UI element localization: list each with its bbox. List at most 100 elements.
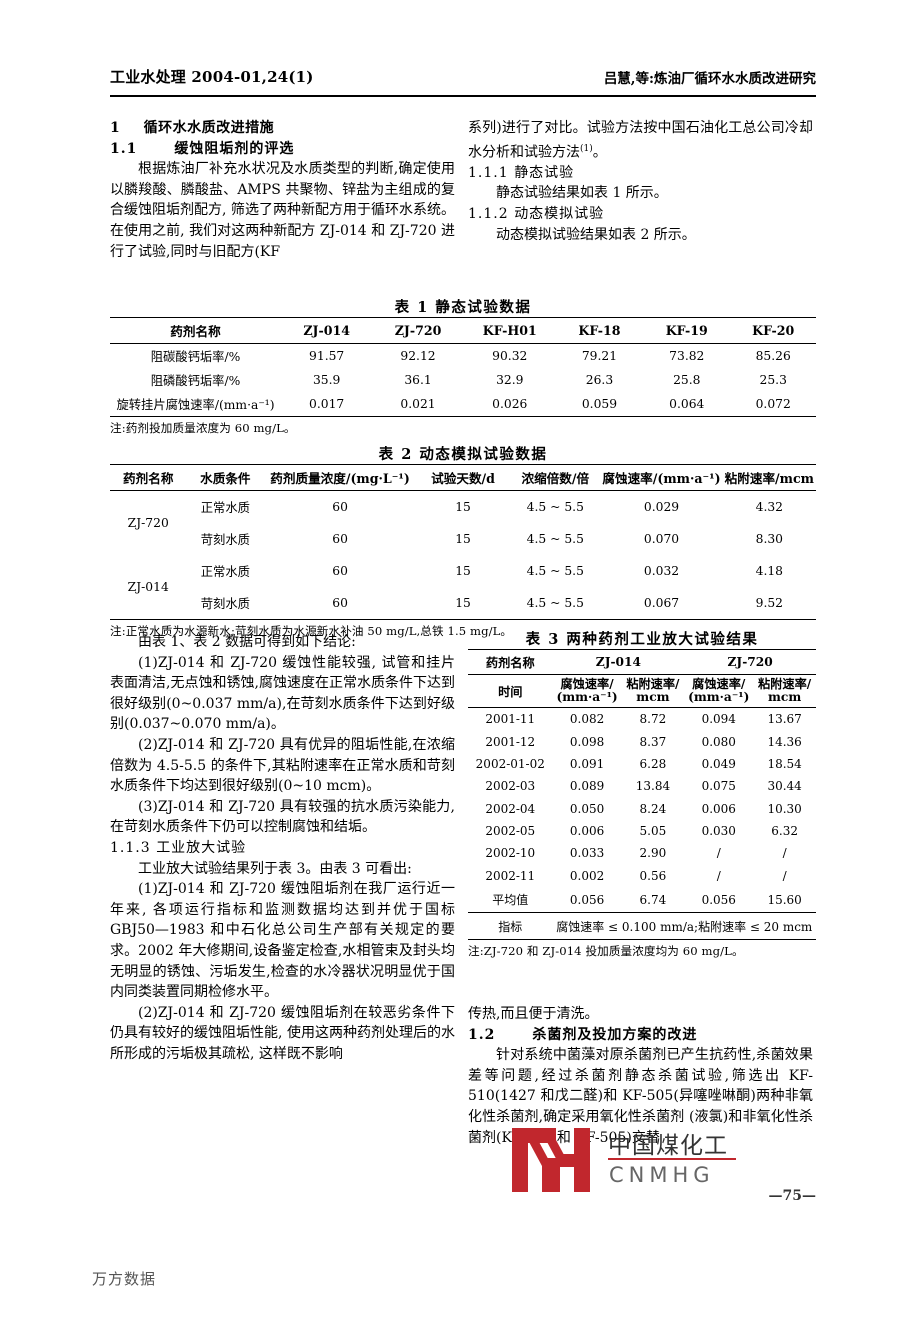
table-3-c1-5: 0.006 (569, 824, 605, 839)
table-row: 阻磷酸钙垢率/% 35.9 36.1 32.9 26.3 25.8 25.3 (110, 368, 816, 392)
table-2-col-1: 水质条件 (200, 471, 251, 486)
table-3-c1-8: 0.056 (569, 892, 605, 907)
table-3-head-label: 药剂名称 (468, 649, 553, 675)
table-3-a2-4: 10.30 (767, 801, 802, 816)
table-row: 旋转挂片腐蚀速率/(mm·a⁻¹) 0.017 0.021 0.026 0.05… (110, 392, 816, 417)
section-1-1-2-heading: 1.1.2 动态模拟试验 (468, 204, 813, 225)
table-2-adhesion-0: 4.32 (755, 500, 784, 514)
wanfang-data-brand: 万方数据 (92, 1270, 157, 1288)
table-1-title: 表 1 静态试验数据 (394, 299, 532, 316)
table-2-col-0: 药剂名称 (123, 471, 174, 486)
table-3-time-0: 2001-11 (485, 712, 536, 727)
table-3-sub-adhesion-1-text: 粘附速率/ (626, 677, 680, 691)
table-1-cell-2-5: 0.072 (755, 397, 791, 411)
table-2-dose-0: 60 (332, 500, 348, 514)
table-1-cell-0-1: 92.12 (400, 349, 436, 363)
right-column-bottom: 传热,而且便于清洗。 1.2 杀菌剂及投加方案的改进 针对系统中菌藻对原杀菌剂已产… (468, 1004, 813, 1148)
paragraph-conclusion-2: (2)ZJ-014 和 ZJ-720 具有优异的阻垢性能,在浓缩倍数为 4.5-… (110, 736, 455, 795)
table-3-c1-3: 0.089 (569, 779, 605, 794)
table-2-days-3: 15 (455, 596, 471, 610)
section-1-1-number: 1.1 (110, 140, 138, 157)
journal-citation: 工业水处理 2004-01,24(1) (110, 68, 314, 86)
watermark-english-text: CNMHG (609, 1163, 715, 1187)
table-2-water-1: 苛刻水质 (200, 533, 250, 547)
table-2-header-row: 药剂名称 水质条件 药剂质量浓度/(mg·L⁻¹) 试验天数/d 浓缩倍数/倍 … (110, 464, 816, 491)
table-1-cell-0-3: 79.21 (581, 349, 618, 363)
table-2-dose-3: 60 (332, 596, 348, 610)
table-2-corrosion-1: 0.070 (643, 532, 680, 546)
paragraph-conclusion-3: (3)ZJ-014 和 ZJ-720 具有较强的抗水质污染能力,在苛刻水质条件下… (110, 798, 455, 836)
table-3-a2-3: 30.44 (767, 779, 802, 794)
table-3-sub-corrosion-2-text: 腐蚀速率/ (692, 677, 746, 691)
article-running-title: 吕慧,等:炼油厂循环水水质改进研究 (603, 71, 816, 87)
table-3-sub-adhesion-1-unit: mcm (636, 690, 670, 704)
watermark-underline (608, 1158, 736, 1160)
table-1-note: 注:药剂投加质量浓度为 60 mg/L。 (110, 421, 296, 435)
section-1-2-heading: 1.2 杀菌剂及投加方案的改进 (468, 1025, 813, 1046)
table-row: 2002-05 0.006 5.05 0.030 6.32 (468, 820, 816, 842)
table-3-sub-adhesion-2-unit: mcm (768, 690, 802, 704)
left-column-top: 1 循环水水质改进措施 1.1 缓蚀阻垢剂的评选 根据炼油厂补充水状况及水质类型的判… (110, 118, 455, 262)
table-3-a1-5: 5.05 (639, 824, 667, 839)
table-row-average: 平均值 0.056 6.74 0.056 15.60 (468, 887, 816, 913)
table-2-col-5: 腐蚀速率/(mm·a⁻¹) (602, 471, 721, 486)
table-3-time-4: 2002-04 (485, 801, 536, 816)
paragraph-comparison-text: 系列)进行了对比。试验方法按中国石油化工总公司冷却水分析和试验方法 (468, 120, 813, 161)
table-2-water-3: 苛刻水质 (200, 597, 250, 611)
table-1-cell-1-3: 26.3 (585, 373, 614, 387)
section-1-2-title: 杀菌剂及投加方案的改进 (532, 1026, 698, 1043)
table-1-row-1-label: 阻磷酸钙垢率/% (150, 374, 241, 388)
table-3-subhead-row: 时间 腐蚀速率/ (mm·a⁻¹) 粘附速率/ mcm 腐蚀速率/ (mm·a⁻… (468, 675, 816, 708)
table-1-cell-0-0: 91.57 (309, 349, 345, 363)
table-2-adhesion-3: 9.52 (755, 596, 784, 610)
table-3-title: 表 3 两种药剂工业放大试验结果 (525, 631, 759, 648)
page-number: —75— (768, 1188, 816, 1204)
table-2-days-2: 15 (455, 564, 471, 578)
table-3-time-7: 2002-11 (485, 868, 536, 883)
section-1-1-1-title: 静态试验 (514, 164, 575, 181)
table-3-c2-1: 0.080 (701, 734, 736, 749)
table-1-cell-1-0: 35.9 (312, 373, 341, 387)
paragraph-conclusion-1: (1)ZJ-014 和 ZJ-720 缓蚀性能较强, 试管和挂片表面清洁,无点蚀… (110, 654, 455, 733)
table-3-time-5: 2002-05 (485, 824, 536, 839)
table-1-cell-1-4: 25.8 (673, 373, 701, 387)
table-2-days-0: 15 (455, 500, 471, 514)
table-3-sub-adhesion-2-text: 粘附速率/ (758, 677, 812, 691)
table-1-cell-2-1: 0.021 (400, 397, 436, 411)
table-2-corrosion-3: 0.067 (643, 596, 680, 610)
table-3-head: 药剂名称 ZJ-014 ZJ-720 时间 腐蚀速率/ (mm·a⁻¹) 粘附速… (468, 649, 816, 708)
table-1-row-0-label: 阻碳酸钙垢率/% (150, 350, 241, 364)
table-row: 阻碳酸钙垢率/% 91.57 92.12 90.32 79.21 73.82 8… (110, 344, 816, 369)
table-3: 药剂名称 ZJ-014 ZJ-720 时间 腐蚀速率/ (mm·a⁻¹) 粘附速… (468, 649, 816, 940)
section-1-1-3-heading: 1.1.3 工业放大试验 (110, 838, 455, 859)
paragraph-scaleup-1: (1)ZJ-014 和 ZJ-720 缓蚀阻垢剂在我厂运行近一年来, 各项运行指… (110, 881, 455, 1001)
table-row: 2002-03 0.089 13.84 0.075 30.44 (468, 775, 816, 797)
table-2-block: 表 2 动态模拟试验数据 药剂名称 水质条件 药剂质量浓度/(mg·L⁻¹) 试… (110, 443, 816, 639)
table-2-cycle-2: 4.5 ~ 5.5 (526, 564, 584, 578)
table-3-a2-8: 15.60 (767, 892, 802, 907)
table-2-cycle-0: 4.5 ~ 5.5 (526, 500, 584, 514)
table-3-c2-5: 0.030 (701, 824, 736, 839)
table-1-col-2: ZJ-720 (394, 323, 442, 338)
paragraph-heat-transfer: 传热,而且便于清洗。 (468, 1006, 599, 1022)
table-2-cycle-3: 4.5 ~ 5.5 (526, 596, 584, 610)
table-1-cell-2-3: 0.059 (581, 397, 618, 411)
table-3-time-2: 2002-01-02 (475, 756, 545, 771)
table-1-col-5: KF-19 (665, 323, 708, 338)
table-1: 药剂名称 ZJ-014 ZJ-720 KF-H01 KF-18 KF-19 KF… (110, 317, 816, 417)
table-2-body: ZJ-720 正常水质 60 15 4.5 ~ 5.5 0.029 4.32 苛… (110, 491, 816, 620)
table-3-c2-3: 0.075 (701, 779, 736, 794)
table-1-header-row: 药剂名称 ZJ-014 ZJ-720 KF-H01 KF-18 KF-19 KF… (110, 317, 816, 344)
table-3-a2-1: 14.36 (767, 734, 802, 749)
table-row: 苛刻水质 60 15 4.5 ~ 5.5 0.067 9.52 (110, 587, 816, 620)
reference-marker: (1) (580, 143, 593, 154)
table-1-col-1: ZJ-014 (303, 323, 350, 338)
table-3-a2-7: / (782, 868, 787, 883)
table-3-a2-0: 13.67 (767, 712, 802, 727)
table-3-c2-2: 0.049 (701, 756, 736, 771)
table-row: 2001-12 0.098 8.37 0.080 14.36 (468, 730, 816, 752)
table-3-a1-7: 0.56 (639, 868, 667, 883)
table-1-cell-1-5: 25.3 (759, 373, 787, 387)
header-divider (110, 95, 816, 97)
table-3-time-3: 2002-03 (485, 779, 536, 794)
